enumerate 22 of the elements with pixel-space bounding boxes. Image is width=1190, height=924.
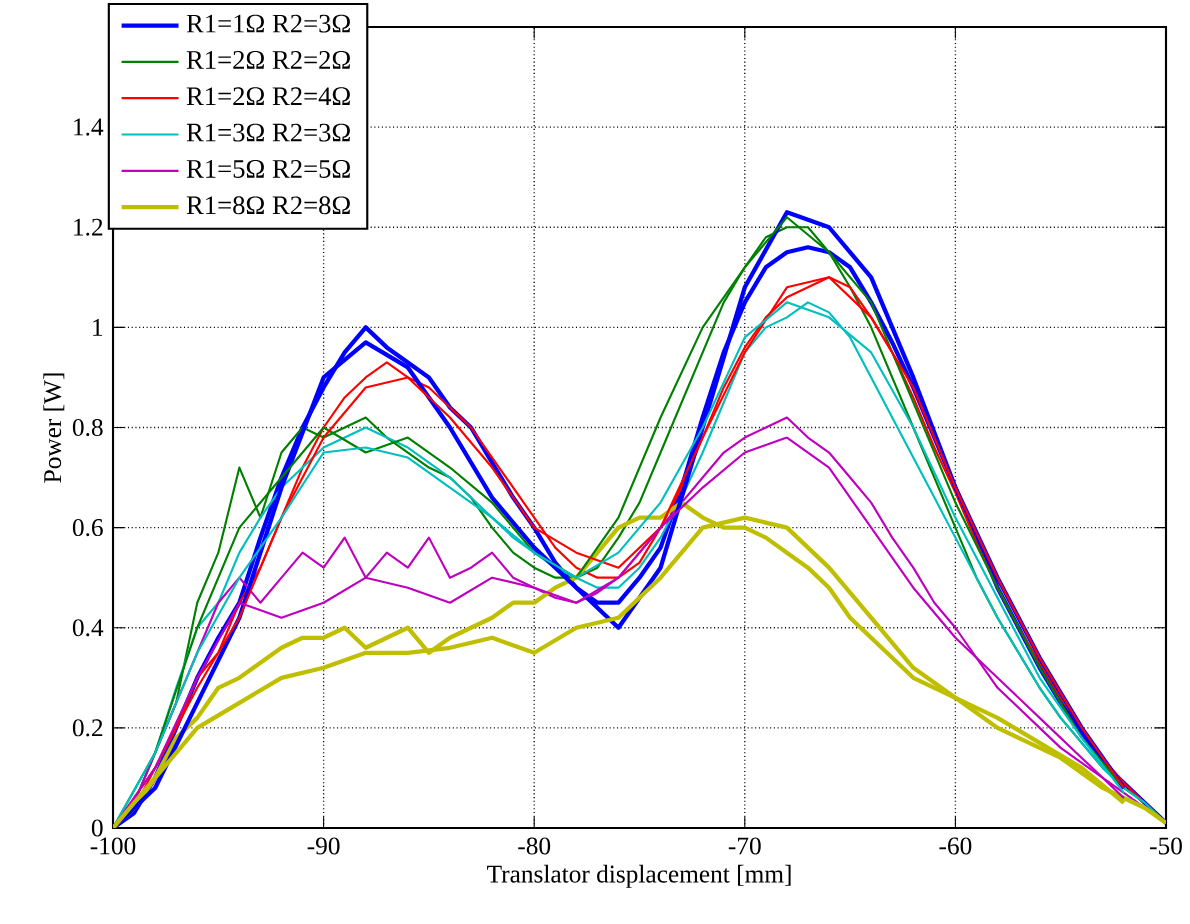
legend-label: R1=1Ω R2=3Ω [186,14,350,33]
y-tick-label: 0.2 [72,719,103,737]
x-axis-title: Translator displacement [mm] [487,864,791,888]
x-tick-label: -60 [939,837,972,855]
y-tick-label: 0.6 [72,519,103,537]
legend-label: R1=8Ω R2=8Ω [186,196,350,215]
x-tick-label: -100 [90,837,136,855]
y-tick-label: 0 [91,819,103,837]
y-tick-label: 0.8 [72,418,103,437]
x-tick-label: -90 [307,837,340,855]
x-tick-label: -70 [728,837,761,855]
x-tick-label: -80 [518,837,551,855]
x-tick-label: -50 [1150,837,1182,855]
legend-label: R1=3Ω R2=3Ω [186,123,350,142]
y-tick-label: 1 [93,319,103,336]
y-tick-label: 1.2 [74,218,103,236]
y-axis-title: Power [W] [43,373,65,483]
y-tick-label: 0.4 [72,619,104,637]
y-tick-label: 1.4 [74,118,104,136]
legend-label: R1=2Ω R2=4Ω [186,87,350,105]
legend-label: R1=2Ω R2=2Ω [186,51,350,69]
legend-label: R1=5Ω R2=5Ω [186,160,350,178]
